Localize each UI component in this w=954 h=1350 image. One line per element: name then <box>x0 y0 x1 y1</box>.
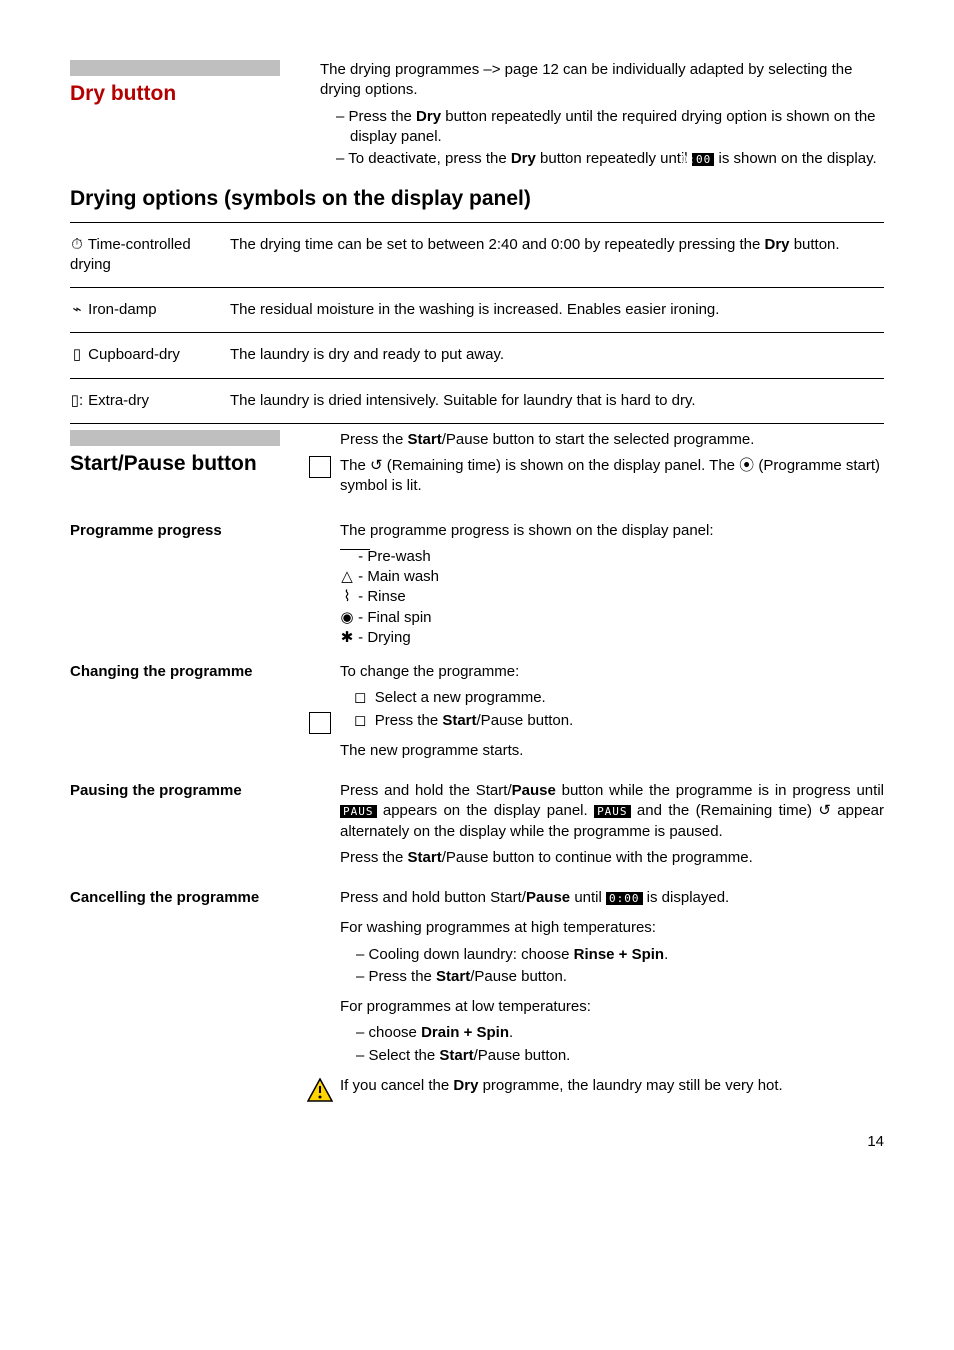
prog-icon: ⎺⎺ <box>340 547 354 567</box>
chg-b2: ◻ Press the Start/Pause button. <box>340 711 884 731</box>
prog-text: - Final spin <box>354 609 432 626</box>
dry-bullet-2: – To deactivate, press the Dry button re… <box>320 149 884 169</box>
cancel-label: Cancelling the programme <box>70 888 300 908</box>
prog-icon: ◉ <box>340 608 354 628</box>
programme-start-icon: ⦿ <box>739 457 754 474</box>
display-code: PAUS <box>340 805 377 818</box>
prog-intro: The programme progress is shown on the d… <box>340 521 884 541</box>
start-pause-section: Start/Pause button Press the Start/Pause… <box>70 430 884 503</box>
divider <box>70 222 884 223</box>
changing-section: Changing the programme To change the pro… <box>70 662 884 767</box>
prog-text: - Main wash <box>354 568 439 585</box>
divider <box>70 378 884 379</box>
clock-icon: ⏱ <box>70 235 84 255</box>
square-icon <box>309 456 331 478</box>
option-label: Extra-dry <box>88 392 149 409</box>
prog-item: ✱ - Drying <box>340 628 884 648</box>
pause-label: Pausing the programme <box>70 781 300 801</box>
chg-out: The new programme starts. <box>340 741 884 761</box>
divider <box>70 423 884 424</box>
extra-dry-icon: ▯: <box>70 391 84 411</box>
pause-p2: Press the Start/Pause button to continue… <box>340 848 884 868</box>
page-number: 14 <box>70 1132 884 1152</box>
cancel-lo-intro: For programmes at low temperatures: <box>340 997 884 1017</box>
chg-intro: To change the programme: <box>340 662 884 682</box>
square-icon <box>309 712 331 734</box>
prog-icon: ✱ <box>340 628 354 648</box>
pause-p1: Press and hold the Start/Pause button wh… <box>340 781 884 842</box>
sp-line-2: The ↺ (Remaining time) is shown on the d… <box>340 456 884 497</box>
prog-text: - Rinse <box>354 588 406 605</box>
pausing-section: Pausing the programme Press and hold the… <box>70 781 884 874</box>
cancel-lo-b1: – choose Drain + Spin. <box>340 1023 884 1043</box>
grey-bar <box>70 60 280 76</box>
option-row: ▯: Extra-dry The laundry is dried intens… <box>70 385 884 417</box>
display-code: PAUS <box>594 805 631 818</box>
iron-icon: ⌁ <box>70 300 84 320</box>
warning-icon <box>307 1078 333 1102</box>
start-pause-title: Start/Pause button <box>70 450 300 478</box>
option-row: ⌁ Iron-damp The residual moisture in the… <box>70 294 884 326</box>
divider <box>70 332 884 333</box>
dry-button-section: Dry button The drying programmes –> page… <box>70 60 884 171</box>
chg-b1: ◻ Select a new programme. <box>340 688 884 708</box>
cancelling-section: Cancelling the programme Press and hold … <box>70 888 884 1102</box>
prog-item: △ - Main wash <box>340 567 884 587</box>
chg-label: Changing the programme <box>70 662 300 682</box>
option-desc: The drying time can be set to between 2:… <box>230 235 884 276</box>
cancel-hi-b1: – Cooling down laundry: choose Rinse + S… <box>340 945 884 965</box>
display-code: 0:00 <box>692 153 715 166</box>
option-row: ⏱ Time-controlled drying The drying time… <box>70 229 884 282</box>
option-row: ▯ Cupboard-dry The laundry is dry and re… <box>70 339 884 371</box>
prog-list: ⎺⎺ - Pre-wash△ - Main wash⌇ - Rinse◉ - F… <box>340 547 884 648</box>
prog-text: - Pre-wash <box>354 548 431 565</box>
prog-icon: △ <box>340 567 354 587</box>
grey-bar <box>70 430 280 446</box>
option-label: Iron-damp <box>88 301 156 318</box>
prog-item: ⎺⎺ - Pre-wash <box>340 547 884 567</box>
dry-intro: The drying programmes –> page 12 can be … <box>320 60 884 101</box>
cupboard-icon: ▯ <box>70 345 84 365</box>
cancel-hi-intro: For washing programmes at high temperatu… <box>340 918 884 938</box>
option-label: Time-controlled drying <box>70 236 191 273</box>
option-desc: The residual moisture in the washing is … <box>230 300 884 320</box>
prog-label: Programme progress <box>70 521 300 541</box>
options-title: Drying options (symbols on the display p… <box>70 185 884 213</box>
divider <box>70 287 884 288</box>
remaining-time-icon: ↺ <box>818 802 831 819</box>
remaining-time-icon: ↺ <box>370 457 383 474</box>
prog-item: ⌇ - Rinse <box>340 587 884 607</box>
sp-line-1: Press the Start/Pause button to start th… <box>340 430 884 450</box>
option-desc: The laundry is dried intensively. Suitab… <box>230 391 884 411</box>
display-code: 0:00 <box>606 892 643 905</box>
dry-bullet-1: – Press the Dry button repeatedly until … <box>320 107 884 148</box>
dry-title: Dry button <box>70 80 320 108</box>
cancel-warn: If you cancel the Dry programme, the lau… <box>340 1076 884 1096</box>
programme-progress-section: Programme progress The programme progres… <box>70 521 884 649</box>
cancel-hi-b2: – Press the Start/Pause button. <box>340 967 884 987</box>
prog-text: - Drying <box>354 629 411 646</box>
option-desc: The laundry is dry and ready to put away… <box>230 345 884 365</box>
cancel-lo-b2: – Select the Start/Pause button. <box>340 1046 884 1066</box>
option-label: Cupboard-dry <box>88 346 180 363</box>
prog-item: ◉ - Final spin <box>340 608 884 628</box>
prog-icon: ⌇ <box>340 587 354 607</box>
cancel-p1: Press and hold button Start/Pause until … <box>340 888 884 908</box>
